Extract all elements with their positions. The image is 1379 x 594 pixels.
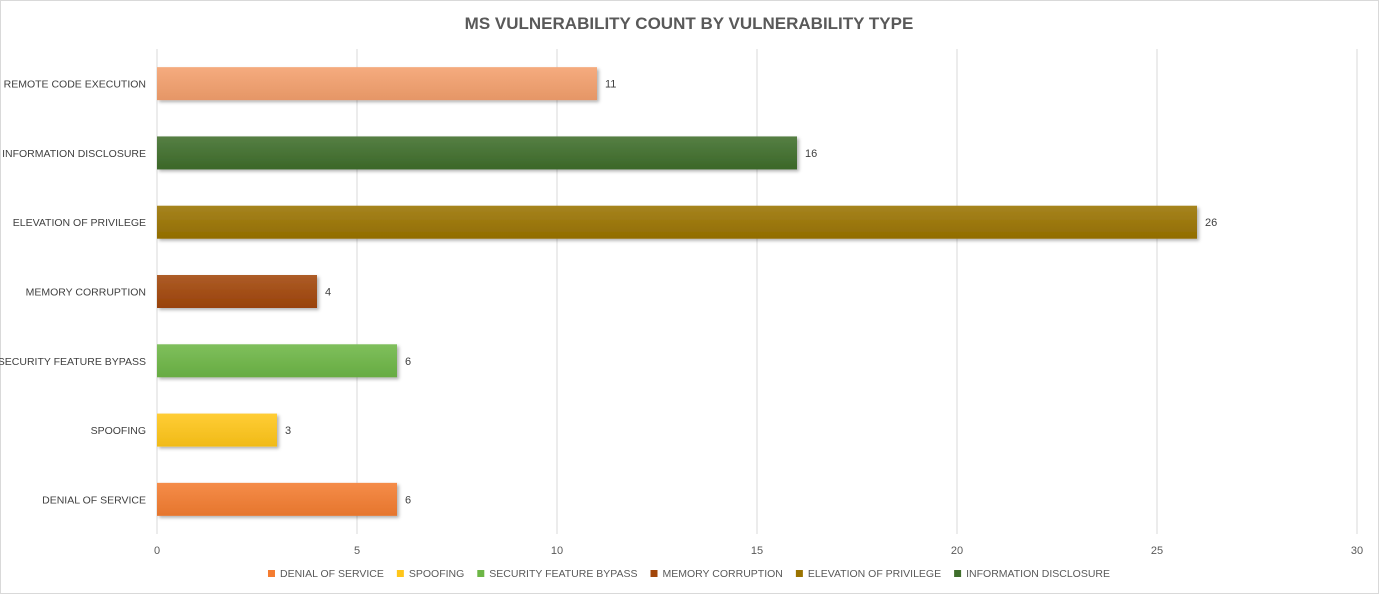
legend-label: ELEVATION OF PRIVILEGE — [808, 568, 941, 580]
x-tick-label: 30 — [1351, 545, 1363, 557]
legend-label: MEMORY CORRUPTION — [663, 568, 783, 580]
category-label: REMOTE CODE EXECUTION — [4, 79, 146, 91]
legend-swatch — [795, 570, 803, 577]
category-label: ELEVATION OF PRIVILEGE — [13, 217, 146, 229]
category-label: MEMORY CORRUPTION — [26, 287, 146, 299]
bar-denial-of-service — [157, 482, 397, 516]
data-label: 11 — [605, 79, 616, 91]
category-label: SECURITY FEATURE BYPASS — [0, 356, 146, 368]
data-label: 6 — [405, 356, 411, 368]
legend-swatch — [477, 570, 485, 577]
legend-label: SPOOFING — [409, 568, 464, 580]
legend-entry: MEMORY CORRUPTION — [650, 568, 783, 580]
bar-spoofing — [157, 413, 277, 447]
data-label: 4 — [325, 287, 331, 299]
category-labels: REMOTE CODE EXECUTION INFORMATION DISCLOS… — [0, 79, 146, 507]
bars — [157, 67, 1197, 516]
gridlines — [156, 49, 1358, 534]
x-tick-label: 5 — [354, 545, 360, 557]
data-labels: 11 16 26 4 6 3 6 — [285, 79, 1217, 507]
bar-security-feature-bypass — [157, 344, 397, 378]
bar-elevation-of-privilege — [157, 205, 1197, 239]
legend-swatch — [954, 570, 962, 577]
category-label: INFORMATION DISCLOSURE — [2, 148, 146, 160]
x-tick-label: 15 — [751, 545, 763, 557]
legend-swatch — [267, 570, 275, 577]
legend-swatch — [650, 570, 658, 577]
legend-entry: SECURITY FEATURE BYPASS — [477, 568, 638, 580]
data-label: 16 — [805, 148, 817, 160]
data-label: 26 — [1205, 217, 1217, 229]
x-tick-label: 20 — [951, 545, 963, 557]
data-label: 6 — [405, 494, 411, 506]
legend-entry: DENIAL OF SERVICE — [267, 568, 384, 580]
x-tick-label: 25 — [1151, 545, 1163, 557]
category-label: SPOOFING — [91, 425, 146, 437]
legend-entry: SPOOFING — [396, 568, 464, 580]
x-axis-ticks: 0 5 10 15 20 25 30 — [154, 545, 1363, 557]
bar-remote-code-execution — [157, 67, 597, 101]
legend-label: SECURITY FEATURE BYPASS — [489, 568, 637, 580]
legend-label: DENIAL OF SERVICE — [280, 568, 384, 580]
chart-title: MS VULNERABILITY COUNT BY VULNERABILITY … — [465, 14, 914, 33]
bar-information-disclosure — [157, 136, 797, 170]
legend-label: INFORMATION DISCLOSURE — [966, 568, 1110, 580]
legend: DENIAL OF SERVICE SPOOFING SECURITY FEATUR… — [267, 568, 1110, 580]
bar-memory-corruption — [157, 275, 317, 308]
legend-entry: INFORMATION DISCLOSURE — [954, 568, 1110, 580]
legend-swatch — [396, 570, 404, 577]
category-label: DENIAL OF SERVICE — [42, 494, 146, 506]
x-tick-label: 0 — [154, 545, 160, 557]
data-label: 3 — [285, 425, 291, 437]
legend-entry: ELEVATION OF PRIVILEGE — [795, 568, 941, 580]
x-tick-label: 10 — [551, 545, 563, 557]
